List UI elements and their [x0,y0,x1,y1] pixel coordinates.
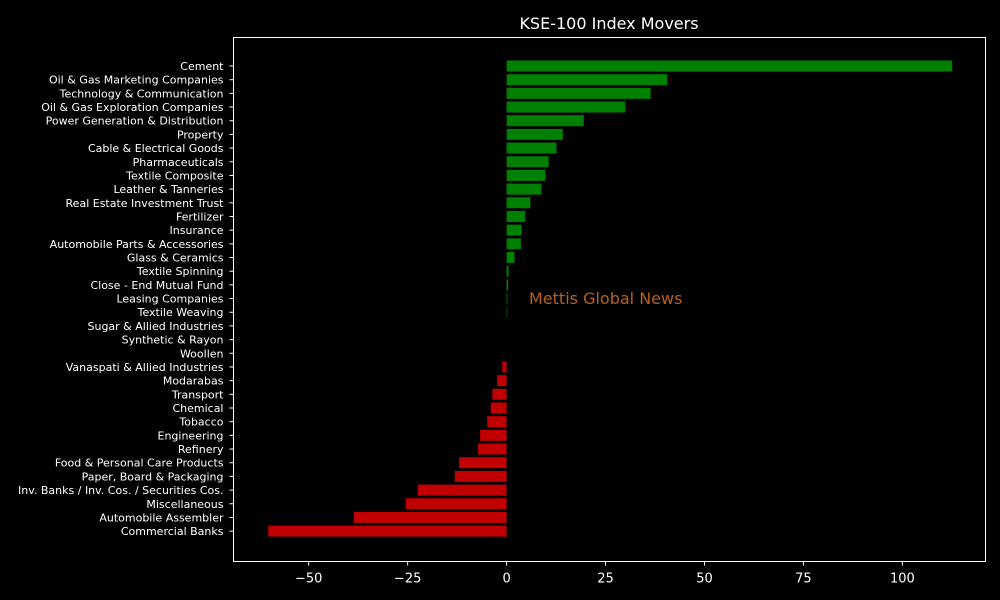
category-label: Inv. Banks / Inv. Cos. / Securities Cos. [18,484,223,497]
category-label: Leasing Companies [116,293,223,306]
bar [492,388,507,400]
category-label: Synthetic & Rayon [122,334,224,347]
category-label: Modarabas [163,375,224,388]
category-label: Property [177,128,224,141]
bar [497,375,507,387]
category-label: Woollen [180,347,224,360]
bar [506,60,953,72]
category-label: Oil & Gas Marketing Companies [49,74,224,87]
bar [506,265,509,277]
bar [506,306,508,318]
category-label: Miscellaneous [146,498,223,511]
x-tick-label: 50 [696,572,713,587]
bar [506,101,626,113]
bar [268,525,507,537]
bar [353,511,507,523]
bar [480,429,507,441]
category-label: Cable & Electrical Goods [88,142,224,155]
category-label: Oil & Gas Exploration Companies [41,101,224,114]
bar [506,210,526,222]
chart-title: KSE-100 Index Movers [519,14,698,33]
x-tick-label: 75 [795,572,812,587]
bar [405,498,507,510]
category-label: Real Estate Investment Trust [66,197,225,210]
bar [506,197,531,209]
category-label: Transport [171,388,224,401]
bar [506,293,508,305]
watermark-text: Mettis Global News [529,289,682,308]
category-label: Power Generation & Distribution [46,115,224,128]
bar [506,238,521,250]
bar [506,142,557,154]
category-label: Engineering [158,429,224,442]
bar [454,470,507,482]
bar [506,128,563,140]
category-label: Pharmaceuticals [133,156,224,169]
category-label: Automobile Parts & Accessories [50,238,224,251]
category-label: Chemical [172,402,223,415]
bar [506,183,542,195]
category-label: Insurance [170,224,224,237]
category-label: Automobile Assembler [99,511,224,524]
category-label: Paper, Board & Packaging [82,470,224,483]
bar [506,279,509,291]
category-label: Tobacco [178,416,223,429]
category-label: Textile Spinning [136,265,224,278]
category-label: Vanaspati & Allied Industries [66,361,224,374]
category-label: Glass & Ceramics [127,252,224,265]
category-label: Close - End Mutual Fund [90,279,223,292]
bar [506,252,515,264]
bar [506,169,546,181]
x-tick-label: 25 [597,572,614,587]
bar [506,115,584,127]
bars-group [268,60,953,537]
category-label: Textile Composite [125,169,224,182]
bar [490,402,507,414]
category-label: Textile Weaving [137,306,224,319]
bar [502,361,507,373]
category-label: Food & Personal Care Products [55,457,224,470]
category-label: Leather & Tanneries [113,183,223,196]
bar [478,443,507,455]
bar [506,156,549,168]
bar [487,416,507,428]
bar [506,87,651,99]
x-tick-label: 100 [890,572,915,587]
category-label: Sugar & Allied Industries [87,320,223,333]
plot-frame [233,37,986,562]
x-axis-ticks: −50 −25 0 25 50 75 100 [295,561,915,587]
category-label: Refinery [178,443,224,456]
x-tick-label: −50 [295,572,322,587]
bar [417,484,507,496]
bar [506,74,668,86]
bar [506,224,522,236]
category-label: Cement [180,60,224,73]
x-tick-label: 0 [502,572,510,587]
category-label: Fertilizer [176,210,224,223]
bar [459,457,507,469]
category-label: Technology & Communication [59,87,224,100]
x-tick-label: −25 [394,572,421,587]
category-label: Commercial Banks [121,525,224,538]
